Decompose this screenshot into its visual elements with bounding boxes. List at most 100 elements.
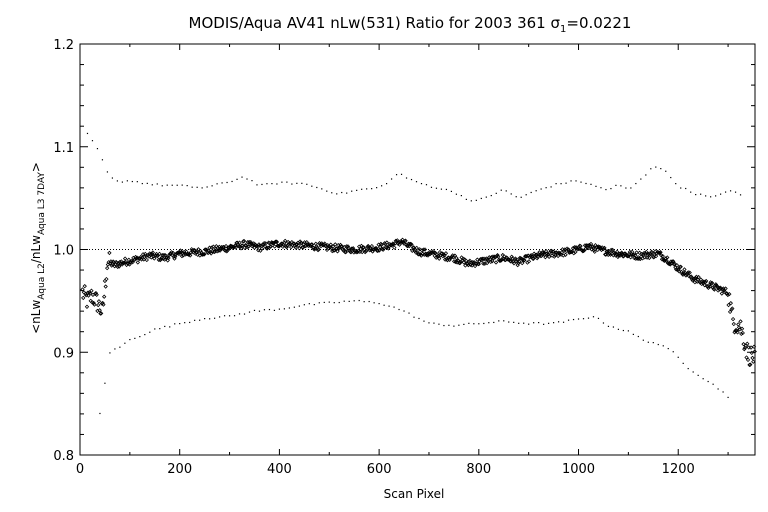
lower-bound-point [154,328,156,330]
upper-bound-point [316,186,318,189]
lower-bound-point [199,319,201,321]
lower-bound-point [687,367,689,370]
mean-ratio-point [546,254,552,260]
lower-bound-point [169,326,171,328]
mean-ratio-point [457,260,463,266]
mean-ratio-point [244,245,250,250]
lower-bound-point [582,318,585,320]
lower-bound-point [428,322,430,324]
lower-bound-point [298,305,300,307]
lower-bound-point [353,300,355,302]
upper-bound-point [530,191,532,194]
lower-bound-point [243,313,246,315]
mean-ratio-point [511,261,517,266]
lower-bound-point [139,336,141,338]
lower-bound-point [134,337,136,339]
x-tick-label: 0 [76,462,84,477]
upper-bound-point [655,166,657,168]
axis-ticks-layer: 0 200 400 600 800 1000 1200 0.8 0.9 1.0 1.1 1.2 [53,38,755,477]
mean-ratio-point [637,250,642,255]
mean-ratio-point [605,249,610,254]
upper-bound-point [251,180,253,182]
lower-bound-point [119,346,121,348]
lower-bound-point [473,323,475,325]
mean-ratio-point [233,245,238,250]
mean-ratio-point [610,247,615,253]
upper-bound-point [729,190,732,192]
mean-ratio-point [170,250,176,256]
mean-ratio-point [495,253,500,258]
mean-ratio-point [92,302,97,307]
mean-ratio-point [660,253,665,259]
upper-bound-point [430,186,433,188]
upper-bound-point [645,174,647,176]
mean-ratio-point [101,302,106,307]
upper-bound-point [116,180,118,182]
lower-bound-point [204,318,206,320]
title-sigma: σ [551,14,561,32]
mean-ratio-point [97,308,102,313]
title-sigma-subscript: 1 [560,24,566,35]
mean-ratio-point [286,241,292,247]
mean-ratio-point [361,245,366,250]
mean-ratio-point [241,238,247,244]
mean-ratio-point [499,256,505,262]
mean-ratio-point [632,253,638,258]
mean-ratio-point [126,257,132,262]
upper-bound-point [465,198,467,200]
upper-bound-point [545,187,547,189]
upper-bound-point [580,181,582,183]
mean-ratio-point [152,256,157,261]
lower-bound-point [652,342,654,344]
upper-bound-point [720,193,722,195]
upper-bound-point [660,167,662,170]
upper-bound-point [326,190,328,192]
lower-bound-point [433,322,435,324]
mean-ratio-point [750,355,755,361]
lower-bound-point [164,325,166,328]
lower-bound-point [99,412,101,415]
lower-bound-point [468,322,470,324]
upper-bound-point [246,178,248,180]
upper-bound-point [625,187,627,189]
upper-bound-point [101,159,104,161]
lower-bound-point [562,321,565,323]
upper-bound-point [560,183,562,185]
upper-bound-point [256,184,258,186]
mean-ratio-point [191,247,197,253]
upper-bound-point [151,184,153,186]
upper-bound-point [700,193,702,195]
lower-bound-point [373,302,375,304]
lower-bound-point [543,323,545,325]
upper-bound-point [690,191,692,193]
upper-bound-point [640,178,642,180]
upper-bound-point [226,181,228,184]
upper-bound-point [271,183,273,185]
mean-ratio-point [634,250,639,255]
mean-ratio-point [282,238,288,244]
lower-bound-point [478,323,480,325]
mean-ratio-point [528,253,534,258]
lower-bound-point [503,320,505,322]
mean-ratio-point [244,243,249,248]
lower-bound-point [129,338,131,341]
lower-bound-point [109,352,111,354]
mean-ratio-point [157,251,162,257]
upper-bound-point [670,176,672,179]
mean-ratio-point [198,248,203,254]
mean-ratio-point [99,311,104,316]
upper-bound-point [96,148,99,150]
mean-ratio-point [333,242,338,247]
upper-bound-point [440,188,443,190]
upper-bound-point [166,184,168,186]
mean-ratio-point [369,243,375,249]
mean-ratio-point [274,239,280,245]
chart-title: MODIS/Aqua AV41 nLw(531) Ratio for 2003 … [189,14,632,35]
ylabel-sub-l3: Aqua L3 7DAY [37,172,47,235]
upper-bound-point [385,183,388,185]
lower-bound-point [622,329,624,332]
upper-bound-point [734,191,737,193]
mean-ratio-point [345,244,351,249]
mean-ratio-point [475,257,480,262]
mean-ratio-point [692,276,697,282]
